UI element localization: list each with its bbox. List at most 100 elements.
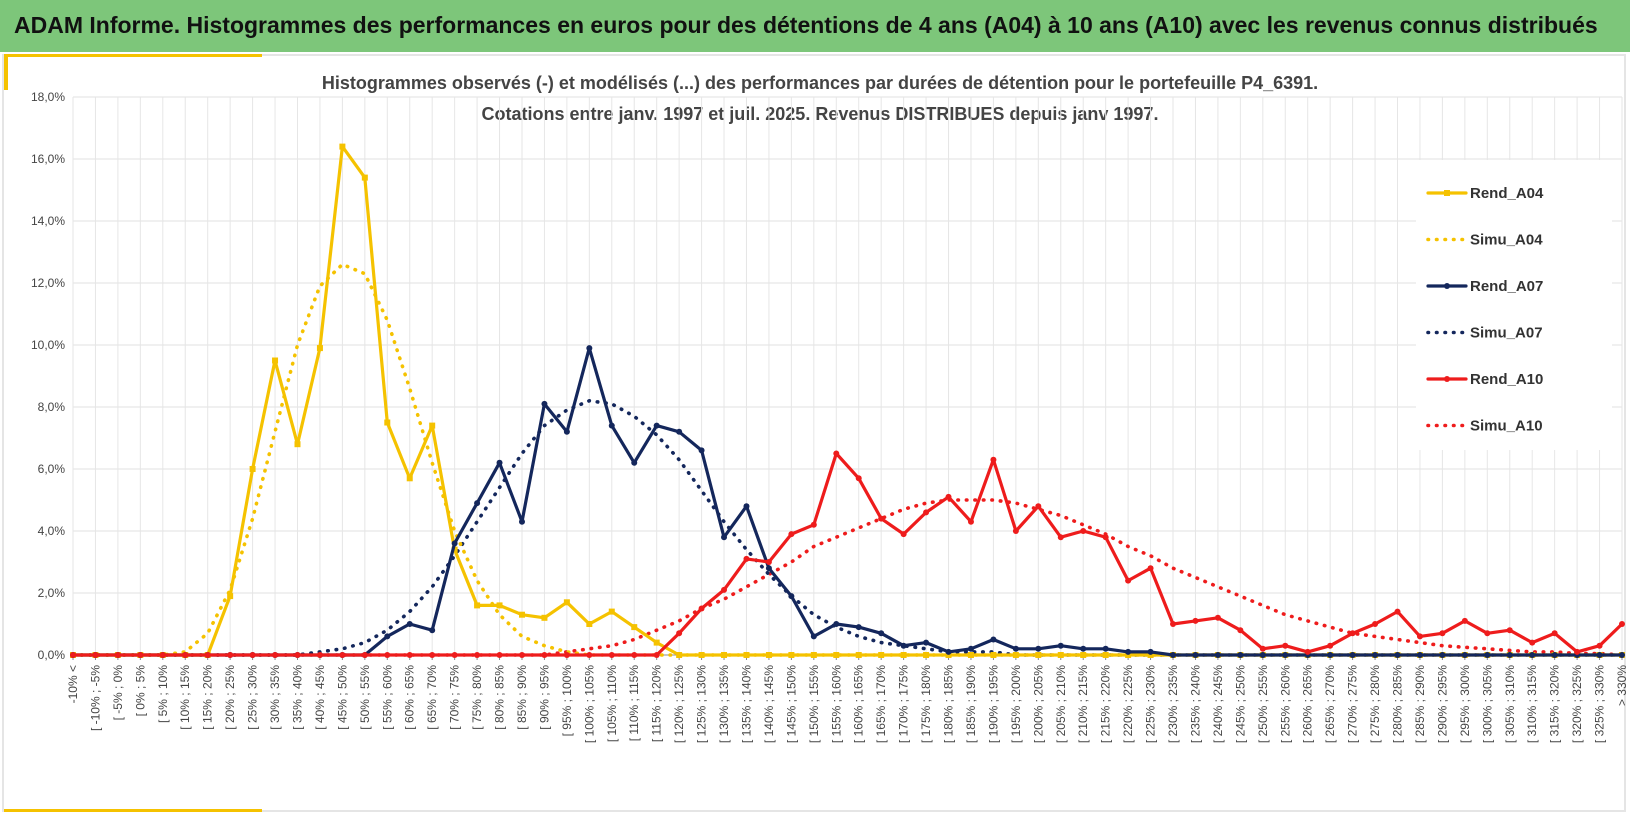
point-rend-a10 xyxy=(1259,645,1266,652)
x-tick-label: > 330% xyxy=(1615,665,1629,706)
point-rend-a07 xyxy=(1080,645,1087,652)
point-rend-a07 xyxy=(586,345,593,352)
point-rend-a07 xyxy=(451,540,458,547)
x-tick-label: [ 170% ; 175% xyxy=(897,665,911,743)
point-rend-a10 xyxy=(1349,630,1356,637)
point-rend-a07 xyxy=(1147,648,1154,655)
point-rend-a10 xyxy=(1304,648,1311,655)
point-rend-a10 xyxy=(765,559,772,565)
x-tick-label: [ 235% ; 240% xyxy=(1188,665,1202,743)
accent-bar-left xyxy=(4,54,8,90)
x-tick-label: [ 145% ; 150% xyxy=(784,665,798,743)
point-rend-a10 xyxy=(429,652,436,658)
point-rend-a07 xyxy=(1439,652,1446,658)
point-rend-a10 xyxy=(1035,503,1042,510)
y-tick-label: 18,0% xyxy=(31,90,65,104)
point-rend-a10 xyxy=(945,493,952,500)
point-rend-a07 xyxy=(721,534,728,541)
point-rend-a07 xyxy=(698,447,705,454)
point-rend-a07 xyxy=(878,630,885,637)
point-rend-a07 xyxy=(967,645,974,652)
point-rend-a10 xyxy=(1214,614,1221,621)
point-rend-a07 xyxy=(923,639,930,646)
point-rend-a10 xyxy=(227,652,234,658)
legend-label-rend-a07: Rend_A07 xyxy=(1470,278,1543,295)
x-tick-label: [ 85% ; 90% xyxy=(515,665,529,730)
x-tick-label: [ 250% ; 255% xyxy=(1256,665,1270,743)
point-rend-a10 xyxy=(900,531,907,538)
point-rend-a04 xyxy=(676,652,683,658)
point-rend-a07 xyxy=(1214,652,1221,658)
point-rend-a10 xyxy=(698,605,705,612)
point-rend-a04 xyxy=(900,652,907,658)
point-rend-a10 xyxy=(1192,617,1199,624)
point-rend-a07 xyxy=(1327,652,1334,658)
point-rend-a10 xyxy=(608,652,615,658)
point-rend-a07 xyxy=(1394,652,1401,658)
x-tick-label: [ 190% ; 195% xyxy=(986,665,1000,743)
x-tick-label: [ 125% ; 130% xyxy=(695,665,709,743)
x-tick-label: [ 160% ; 165% xyxy=(852,665,866,743)
x-tick-label: [ 245% ; 250% xyxy=(1233,665,1247,743)
point-rend-a07 xyxy=(990,636,997,643)
point-rend-a10 xyxy=(1416,633,1423,640)
point-rend-a10 xyxy=(1484,630,1491,637)
chart-grid xyxy=(72,96,1623,656)
point-rend-a10 xyxy=(653,652,660,658)
series-line-simu-a04 xyxy=(71,262,1624,657)
point-rend-a07 xyxy=(1372,652,1379,658)
x-axis: -10% < [ -10% ; -5% [ -5% ; 0% [ 0% ; 5% [ 5… xyxy=(66,654,1629,743)
point-rend-a04 xyxy=(967,652,974,658)
y-tick-label: 8,0% xyxy=(38,400,66,414)
x-tick-label: [ 275% ; 280% xyxy=(1368,665,1382,743)
y-tick-label: 14,0% xyxy=(31,214,65,228)
point-rend-a04 xyxy=(923,652,930,658)
point-rend-a10 xyxy=(1102,534,1109,541)
x-tick-label: [ 265% ; 270% xyxy=(1323,665,1337,743)
point-rend-a10 xyxy=(1461,617,1468,624)
x-tick-label: [ 230% ; 235% xyxy=(1166,665,1180,743)
x-tick-label: [ 215% ; 220% xyxy=(1099,665,1113,743)
point-rend-a10 xyxy=(361,652,368,658)
x-tick-label: [ 55% ; 60% xyxy=(380,665,394,730)
point-rend-a10 xyxy=(923,509,930,516)
chart-frame xyxy=(2,54,1626,812)
x-tick-label: [ 25% ; 30% xyxy=(246,665,260,730)
y-tick-label: 10,0% xyxy=(31,338,65,352)
point-rend-a07 xyxy=(855,624,862,631)
point-rend-a10 xyxy=(563,652,570,658)
point-rend-a04 xyxy=(698,652,705,658)
x-tick-label: [ 200% ; 205% xyxy=(1031,665,1045,743)
point-rend-a07 xyxy=(541,400,548,407)
x-tick-label: [ 130% ; 135% xyxy=(717,665,731,743)
point-rend-a07 xyxy=(945,648,952,655)
point-rend-a04 xyxy=(496,602,503,609)
point-rend-a10 xyxy=(1327,642,1334,649)
point-rend-a04 xyxy=(743,652,750,658)
x-tick-label: [ 210% ; 215% xyxy=(1076,665,1090,743)
point-rend-a10 xyxy=(114,652,121,658)
point-rend-a10 xyxy=(159,652,166,658)
point-rend-a10 xyxy=(249,652,256,658)
x-tick-label: [ 320% ; 325% xyxy=(1570,665,1584,743)
point-rend-a10 xyxy=(294,652,301,658)
x-tick-label: [ 155% ; 160% xyxy=(829,665,843,743)
point-rend-a07 xyxy=(1282,652,1289,658)
point-rend-a04 xyxy=(1147,652,1154,658)
point-rend-a10 xyxy=(1237,627,1244,634)
x-tick-label: [ 110% ; 115% xyxy=(627,665,641,742)
legend-box xyxy=(1416,160,1612,450)
point-rend-a07 xyxy=(1529,652,1536,658)
x-tick-label: -10% < xyxy=(66,665,80,703)
point-rend-a10 xyxy=(316,652,323,658)
x-tick-label: [ 90% ; 95% xyxy=(537,665,551,730)
point-rend-a10 xyxy=(586,652,593,658)
legend-label-simu-a07: Simu_A07 xyxy=(1470,325,1543,342)
x-tick-label: [ 70% ; 75% xyxy=(448,665,462,730)
point-rend-a10 xyxy=(1170,621,1177,627)
point-rend-a07 xyxy=(474,500,481,507)
x-tick-label: [ 20% ; 25% xyxy=(223,665,237,730)
point-rend-a10 xyxy=(1057,534,1064,541)
x-tick-label: [ 290% ; 295% xyxy=(1435,665,1449,743)
point-rend-a10 xyxy=(990,456,997,463)
